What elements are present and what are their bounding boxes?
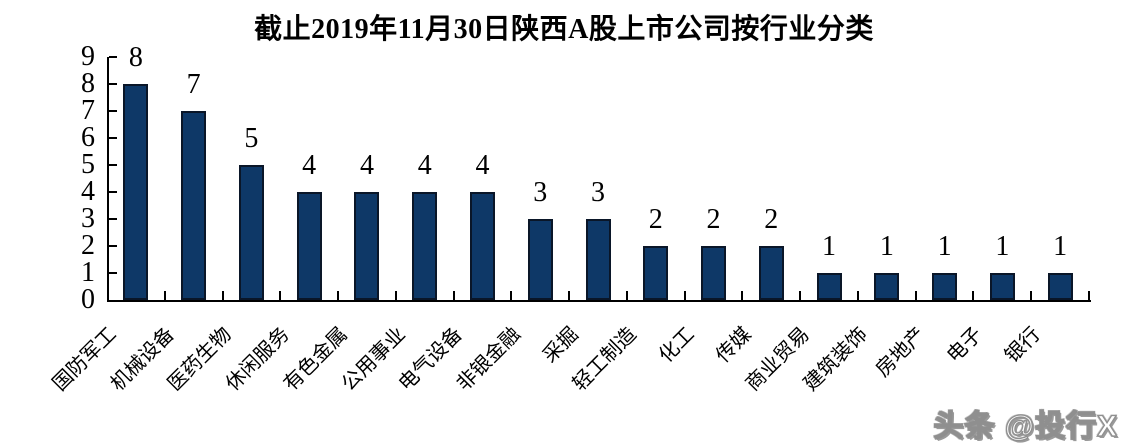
- bar-value-label: 4: [417, 150, 432, 181]
- x-axis-category-label: 房地产: [871, 323, 930, 382]
- y-axis-tick-label: 9: [81, 41, 95, 72]
- x-axis-category-label: 电子: [943, 323, 988, 368]
- x-axis-category-label: 国防军工: [48, 323, 121, 396]
- bar-value-label: 1: [1053, 231, 1068, 262]
- x-axis-category-label: 传媒: [712, 323, 757, 368]
- x-axis-category-label: 采掘: [539, 323, 583, 368]
- y-axis-tick: [109, 245, 117, 247]
- y-axis-tick: [109, 137, 117, 139]
- bar: [123, 84, 149, 300]
- x-axis-category-label: 休闲服务: [221, 323, 295, 396]
- x-axis-category-label: 非银金融: [452, 323, 526, 396]
- bar: [585, 219, 611, 300]
- y-axis-line: [107, 57, 109, 302]
- y-axis-tick-label: 0: [81, 284, 95, 315]
- x-axis-category-label: 轻工制造: [568, 323, 641, 396]
- x-axis-tick: [972, 291, 975, 300]
- bar-value-label: 4: [302, 150, 317, 181]
- x-axis-tick: [741, 291, 744, 300]
- x-axis-tick: [856, 291, 859, 300]
- bar-value-label: 1: [995, 231, 1010, 262]
- x-axis-category-label: 化工: [654, 323, 699, 368]
- bar: [1047, 273, 1073, 300]
- y-axis-tick-label: 4: [81, 176, 95, 207]
- y-axis-tick: [109, 110, 117, 112]
- bar-value-label: 7: [186, 69, 201, 100]
- y-axis-tick-label: 1: [81, 257, 95, 288]
- bar: [412, 192, 438, 300]
- y-axis-tick-label: 8: [81, 68, 95, 99]
- bar: [816, 273, 842, 300]
- x-axis-tick: [568, 291, 571, 300]
- bar: [874, 273, 900, 300]
- bar: [469, 192, 495, 300]
- y-axis-tick: [109, 191, 117, 193]
- bar-value-label: 4: [359, 150, 374, 181]
- x-axis-category-label: 商业贸易: [741, 323, 814, 396]
- y-axis-tick: [109, 56, 117, 58]
- y-axis-tick-label: 7: [81, 95, 95, 126]
- y-axis-tick-label: 3: [81, 203, 95, 234]
- bar: [181, 111, 207, 300]
- bar-value-label: 2: [648, 204, 663, 235]
- x-axis-line: [107, 300, 1091, 302]
- bar: [296, 192, 322, 300]
- x-axis-tick: [625, 291, 628, 300]
- y-axis-tick: [109, 164, 117, 166]
- bar-value-label: 8: [128, 42, 143, 73]
- bar-value-label: 1: [937, 231, 952, 262]
- y-axis-tick: [109, 272, 117, 274]
- x-axis-tick: [279, 291, 282, 300]
- x-axis-category-label: 建筑装饰: [799, 323, 872, 396]
- y-axis-tick-label: 6: [81, 122, 95, 153]
- x-axis-tick: [1030, 291, 1033, 300]
- bar-value-label: 2: [706, 204, 721, 235]
- x-axis-tick: [510, 291, 513, 300]
- x-axis-tick: [394, 291, 397, 300]
- x-axis-category-label: 有色金属: [279, 323, 352, 396]
- x-axis-tick: [1088, 291, 1090, 300]
- x-axis-tick: [914, 291, 917, 300]
- bar: [758, 246, 784, 300]
- bar-value-label: 2: [764, 204, 779, 235]
- x-axis-category-label: 银行: [1001, 323, 1045, 368]
- x-axis-tick: [799, 291, 802, 300]
- bar-value-label: 3: [591, 177, 605, 208]
- bar: [643, 246, 669, 300]
- x-axis-tick: [163, 291, 166, 300]
- bar: [932, 273, 958, 300]
- bar: [527, 219, 553, 300]
- x-axis-tick: [221, 291, 224, 300]
- x-axis-tick: [452, 291, 455, 300]
- bar-value-label: 5: [244, 123, 259, 154]
- bar-value-label: 1: [879, 231, 894, 262]
- y-axis-tick-label: 5: [81, 149, 95, 180]
- chart-title: 截止2019年11月30日陕西A股上市公司按行业分类: [254, 14, 874, 45]
- bar: [238, 165, 264, 300]
- y-axis-tick: [109, 83, 117, 85]
- bar-value-label: 1: [822, 231, 837, 262]
- bar-value-label: 4: [475, 150, 490, 181]
- y-axis-tick-label: 2: [81, 230, 95, 261]
- bar: [354, 192, 380, 300]
- watermark: 头条 @投行X: [933, 409, 1118, 443]
- bar: [701, 246, 727, 300]
- x-axis-tick: [683, 291, 686, 300]
- bar: [989, 273, 1015, 300]
- bar-value-label: 3: [533, 177, 548, 208]
- x-axis-tick: [337, 291, 340, 300]
- y-axis-tick: [109, 218, 117, 220]
